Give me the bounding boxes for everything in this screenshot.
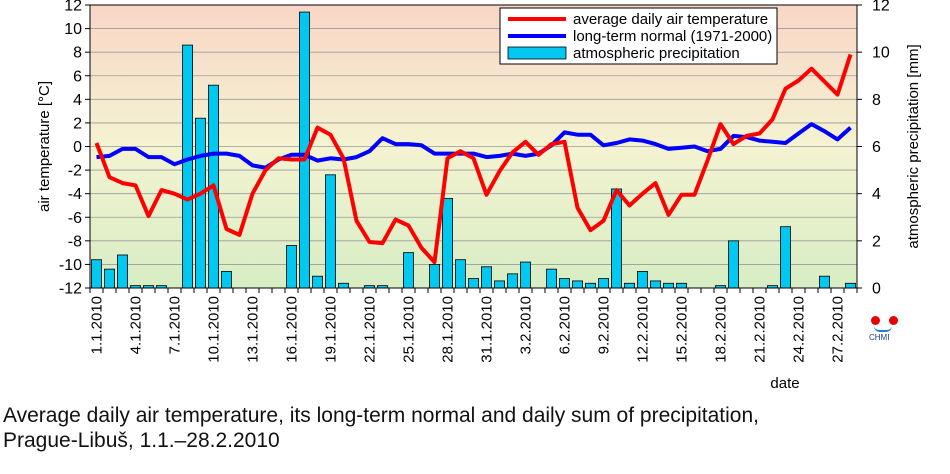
precipitation-bar <box>468 278 479 289</box>
precipitation-bar <box>104 268 115 289</box>
x-tick-label: 16.1.2010 <box>284 296 301 363</box>
x-tick-label: 22.1.2010 <box>362 296 379 363</box>
x-tick-label: 12.2.2010 <box>635 296 652 363</box>
precipitation-bar <box>195 117 206 289</box>
precipitation-bar <box>455 259 466 289</box>
x-tick-label: 25.1.2010 <box>401 296 418 363</box>
precipitation-bar <box>312 275 323 289</box>
precipitation-bar <box>598 278 609 289</box>
y-tick-label-right: 12 <box>872 0 890 15</box>
series-line <box>96 122 852 170</box>
y-tick-label-right: 0 <box>872 281 881 298</box>
precipitation-bar <box>221 271 232 289</box>
precipitation-bar <box>819 275 830 289</box>
y-tick-label-left: 6 <box>73 68 82 85</box>
precipitation-bar <box>403 252 414 289</box>
x-tick-label: 15.2.2010 <box>674 296 691 363</box>
y-tick-label-left: 12 <box>64 0 82 15</box>
precipitation-bar <box>650 280 661 289</box>
y-tick-label-right: 6 <box>872 139 881 156</box>
x-tick-label: 6.2.2010 <box>557 296 574 354</box>
precipitation-bar <box>780 226 791 289</box>
y-tick-label-left: 4 <box>73 92 82 109</box>
y-tick-label-right: 10 <box>872 45 890 62</box>
x-tick-label: 10.1.2010 <box>206 296 223 363</box>
precipitation-bar <box>91 259 102 289</box>
precipitation-bar <box>546 268 557 289</box>
y-tick-label-left: 2 <box>73 115 82 132</box>
x-tick-label: 18.2.2010 <box>713 296 730 363</box>
x-tick-label: 24.2.2010 <box>791 296 808 363</box>
legend-label: atmospheric precipitation <box>573 45 740 62</box>
precipitation-bar <box>338 282 349 289</box>
x-tick-label: 7.1.2010 <box>167 296 184 354</box>
y-tick-label-left: -6 <box>68 210 82 227</box>
precipitation-bar <box>494 280 505 289</box>
y-tick-label-left: -12 <box>59 281 82 298</box>
x-tick-label: 19.1.2010 <box>323 296 340 363</box>
y-axis-label-left: air temperature [°C] <box>36 81 53 212</box>
precipitation-bar <box>286 245 297 289</box>
series-lines <box>94 53 853 265</box>
x-tick-label: 28.1.2010 <box>440 296 457 363</box>
precipitation-bar <box>507 273 518 289</box>
precipitation-bar <box>325 174 336 289</box>
logo-text: CHMI <box>869 333 890 342</box>
precipitation-bar <box>676 282 687 289</box>
x-tick-label: 1.1.2010 <box>89 296 106 354</box>
x-tick-label: 9.2.2010 <box>596 296 613 354</box>
caption-line-1: Average daily air temperature, its long-… <box>3 404 759 427</box>
x-tick-label: 31.1.2010 <box>479 296 496 363</box>
precipitation-bar <box>585 282 596 289</box>
y-tick-label-left: 10 <box>64 21 82 38</box>
x-tick-label: 4.1.2010 <box>128 296 145 354</box>
y-axis-label-right: atmospheric precipitation [mm] <box>905 44 922 248</box>
precipitation-bar <box>728 240 739 289</box>
precipitation-bar <box>520 261 531 289</box>
precipitation-bar <box>559 278 570 289</box>
axes: 12 10 8 6 4 2 0 -2 -4 -6 -8 -10 -12 12 10 8 6 4 2 0 1.1.2010… <box>59 0 890 363</box>
x-tick-label: 27.2.2010 <box>830 296 847 363</box>
y-tick-label-right: 8 <box>872 92 881 109</box>
x-axis-label: date <box>770 375 799 392</box>
y-tick-label-left: -10 <box>59 257 82 274</box>
y-tick-label-left: -4 <box>68 186 82 203</box>
precipitation-bar <box>117 254 128 289</box>
precipitation-bar <box>845 282 856 289</box>
precipitation-bar <box>624 282 635 289</box>
precipitation-bar <box>663 282 674 289</box>
precipitation-bar <box>481 266 492 289</box>
precipitation-bar <box>429 264 440 289</box>
figure-caption: Average daily air temperature, its long-… <box>3 403 943 453</box>
precipitation-bar <box>611 188 622 289</box>
y-tick-label-left: -8 <box>68 233 82 250</box>
series-line <box>94 53 853 265</box>
x-tick-label: 3.2.2010 <box>518 296 535 354</box>
chmi-logo-icon <box>868 312 904 348</box>
caption-line-2: Prague-Libuš, 1.1.–28.2.2010 <box>3 429 280 452</box>
y-tick-label-left: 8 <box>73 45 82 62</box>
precipitation-bar <box>637 271 648 289</box>
x-tick-label: 13.1.2010 <box>245 296 262 363</box>
y-tick-label-left: 0 <box>73 139 82 156</box>
legend-label: long-term normal (1971-2000) <box>573 28 772 45</box>
y-tick-label-left: -2 <box>68 163 82 180</box>
legend-swatch <box>507 46 567 60</box>
legend-label: average daily air temperature <box>573 11 768 28</box>
chart: 12 10 8 6 4 2 0 -2 -4 -6 -8 -10 -12 12 10 8 6 4 2 0 1.1.2010… <box>36 0 922 392</box>
y-tick-label-right: 4 <box>872 186 881 203</box>
precipitation-bar <box>182 44 193 289</box>
precipitation-bar <box>572 280 583 289</box>
y-tick-label-right: 2 <box>872 233 881 250</box>
precipitation-bar <box>442 197 453 289</box>
x-tick-label: 21.2.2010 <box>752 296 769 363</box>
